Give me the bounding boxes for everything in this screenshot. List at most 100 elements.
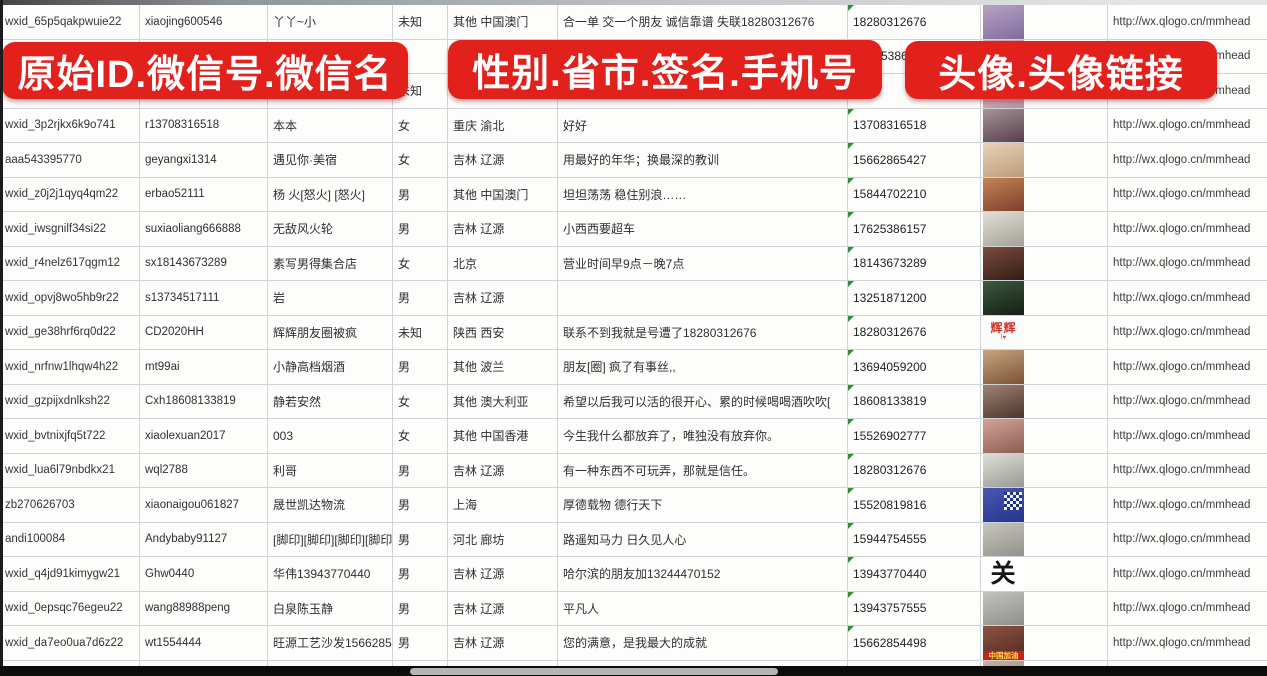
cell-avatar-link[interactable]: http://wx.qlogo.cn/mmhead [1108, 5, 1267, 40]
cell-original-id[interactable]: wxid_65p5qakpwuie22 [0, 5, 140, 40]
cell-phone[interactable]: 13943770440 [848, 557, 981, 592]
cell-avatar-link[interactable]: http://wx.qlogo.cn/mmhead [1108, 419, 1267, 454]
cell-wechat-name[interactable]: 003 [268, 419, 393, 454]
cell-gender[interactable]: 未知 [393, 315, 448, 350]
cell-gender[interactable]: 男 [393, 591, 448, 626]
cell-wechat-id[interactable]: Andybaby91127 [140, 522, 268, 557]
cell-avatar-link[interactable]: http://wx.qlogo.cn/mmhead [1108, 488, 1267, 523]
cell-gender[interactable]: 男 [393, 177, 448, 212]
cell-avatar-link[interactable]: http://wx.qlogo.cn/mmhead [1108, 247, 1267, 281]
cell-avatar[interactable] [981, 143, 1108, 178]
cell-region[interactable]: 其他 中国澳门 [448, 177, 558, 212]
cell-region[interactable]: 吉林 辽源 [448, 626, 558, 661]
cell-region[interactable]: 北京 [448, 246, 558, 281]
cell-avatar-link[interactable]: http://wx.qlogo.cn/mmhead [1108, 109, 1267, 143]
cell-signature[interactable]: 哈尔滨的朋友加13244470152 [558, 557, 848, 592]
cell-signature[interactable]: 朋友[圈] 疯了有事丝,, [558, 350, 848, 385]
cell-region[interactable]: 重庆 渝北 [448, 108, 558, 143]
cell-original-id[interactable]: wxid_r4nelz617qgm12 [0, 246, 140, 281]
cell-wechat-name[interactable]: [脚印][脚印][脚印][脚印] [268, 522, 393, 557]
cell-original-id[interactable]: wxid_iwsgnilf34si22 [0, 212, 140, 247]
cell-signature[interactable]: 有一种东西不可玩弄，那就是信任。 [558, 453, 848, 488]
horizontal-scrollbar-thumb[interactable] [410, 668, 778, 675]
cell-gender[interactable]: 男 [393, 281, 448, 316]
cell-signature[interactable] [558, 281, 848, 316]
cell-gender[interactable] [393, 39, 448, 74]
cell-wechat-name[interactable]: 旺源工艺沙发15662854 [268, 626, 393, 661]
cell-avatar-link[interactable]: http://wx.qlogo.cn/mmhead [1108, 385, 1267, 419]
cell-avatar[interactable] [981, 177, 1108, 212]
cell-gender[interactable]: 男 [393, 212, 448, 247]
cell-phone[interactable]: 18280312676 [848, 5, 981, 40]
cell-region[interactable]: 其他 澳大利亚 [448, 384, 558, 419]
cell-avatar-link[interactable]: http://wx.qlogo.cn/mmhead [1108, 143, 1267, 178]
cell-original-id[interactable]: wxid_gzpijxdnlksh22 [0, 384, 140, 419]
cell-wechat-name[interactable]: 无敌风火轮 [268, 212, 393, 247]
cell-phone[interactable]: 15844702210 [848, 177, 981, 212]
cell-signature[interactable]: 您的满意，是我最大的成就 [558, 626, 848, 661]
cell-original-id[interactable]: wxid_nrfnw1lhqw4h22 [0, 350, 140, 385]
cell-wechat-name[interactable]: 华伟13943770440 [268, 557, 393, 592]
cell-avatar-link[interactable]: http://wx.qlogo.cn/mmhead [1108, 557, 1267, 592]
cell-wechat-name[interactable]: 丫丫~小 [268, 5, 393, 40]
cell-region[interactable]: 其他 中国澳门 [448, 5, 558, 40]
cell-signature[interactable]: 合一单 交一个朋友 诚信靠谱 失联18280312676 [558, 5, 848, 40]
cell-phone[interactable]: 18280312676 [848, 453, 981, 488]
cell-wechat-name[interactable]: 素写男得集合店 [268, 246, 393, 281]
cell-gender[interactable]: 女 [393, 108, 448, 143]
cell-wechat-name[interactable]: 晟世凯达物流 [268, 488, 393, 523]
cell-avatar[interactable] [981, 522, 1108, 557]
cell-avatar[interactable] [981, 246, 1108, 281]
cell-phone[interactable]: 18143673289 [848, 246, 981, 281]
cell-signature[interactable]: 坦坦荡荡 稳住别浪…… [558, 177, 848, 212]
cell-gender[interactable]: 男 [393, 453, 448, 488]
cell-original-id[interactable]: wxid_0epsqc76egeu22 [0, 591, 140, 626]
cell-signature[interactable]: 联系不到我就是号遭了18280312676 [558, 315, 848, 350]
cell-avatar-link[interactable]: http://wx.qlogo.cn/mmhead [1108, 626, 1267, 661]
cell-phone[interactable]: 18280312676 [848, 315, 981, 350]
cell-region[interactable]: 其他 波兰 [448, 350, 558, 385]
cell-original-id[interactable]: wxid_q4jd91kimygw21 [0, 557, 140, 592]
cell-wechat-id[interactable]: erbao52111 [140, 177, 268, 212]
cell-wechat-id[interactable]: wql2788 [140, 453, 268, 488]
cell-avatar[interactable] [981, 350, 1108, 385]
cell-gender[interactable]: 未知 [393, 5, 448, 40]
cell-avatar[interactable]: 辉辉 I♥ [981, 315, 1108, 350]
cell-wechat-name[interactable]: 辉辉朋友圈被疯 [268, 315, 393, 350]
cell-phone[interactable]: 18608133819 [848, 384, 981, 419]
cell-avatar-link[interactable]: http://wx.qlogo.cn/mmhead [1108, 454, 1267, 488]
cell-wechat-id[interactable]: geyangxi1314 [140, 143, 268, 178]
cell-wechat-name[interactable]: 白泉陈玉静 [268, 591, 393, 626]
cell-wechat-id[interactable]: r13708316518 [140, 108, 268, 143]
cell-avatar-link[interactable]: http://wx.qlogo.cn/mmhead [1108, 212, 1267, 247]
cell-avatar-link[interactable]: http://wx.qlogo.cn/mmhead [1108, 592, 1267, 626]
cell-avatar-link[interactable]: http://wx.qlogo.cn/mmhead [1108, 178, 1267, 212]
cell-avatar-link[interactable]: http://wx.qlogo.cn/mmhead [1108, 350, 1267, 385]
cell-region[interactable]: 吉林 辽源 [448, 212, 558, 247]
cell-original-id[interactable]: wxid_opvj8wo5hb9r22 [0, 281, 140, 316]
cell-avatar-link[interactable]: http://wx.qlogo.cn/mmhead [1108, 316, 1267, 350]
cell-phone[interactable]: 13943757555 [848, 591, 981, 626]
cell-avatar[interactable] [981, 212, 1108, 247]
cell-signature[interactable]: 平凡人 [558, 591, 848, 626]
cell-signature[interactable]: 今生我什么都放弃了，唯独没有放弃你。 [558, 419, 848, 454]
cell-gender[interactable]: 男 [393, 350, 448, 385]
cell-wechat-id[interactable]: xiaolexuan2017 [140, 419, 268, 454]
cell-avatar[interactable] [981, 384, 1108, 419]
cell-original-id[interactable]: aaa543395770 [0, 143, 140, 178]
cell-avatar[interactable] [981, 5, 1108, 40]
cell-original-id[interactable]: wxid_lua6l79nbdkx21 [0, 453, 140, 488]
cell-phone[interactable]: 13251871200 [848, 281, 981, 316]
cell-region[interactable]: 吉林 辽源 [448, 591, 558, 626]
cell-phone[interactable]: 15520819816 [848, 488, 981, 523]
cell-region[interactable]: 吉林 辽源 [448, 281, 558, 316]
cell-avatar[interactable]: 关 [981, 557, 1108, 592]
cell-wechat-id[interactable]: xiaojing600546 [140, 5, 268, 40]
cell-gender[interactable]: 男 [393, 626, 448, 661]
cell-phone[interactable]: 13694059200 [848, 350, 981, 385]
cell-gender[interactable]: 男 [393, 488, 448, 523]
cell-signature[interactable]: 小西西要超车 [558, 212, 848, 247]
cell-wechat-name[interactable]: 静若安然 [268, 384, 393, 419]
cell-avatar[interactable]: 中国加油 [981, 626, 1108, 661]
cell-avatar[interactable] [981, 281, 1108, 316]
